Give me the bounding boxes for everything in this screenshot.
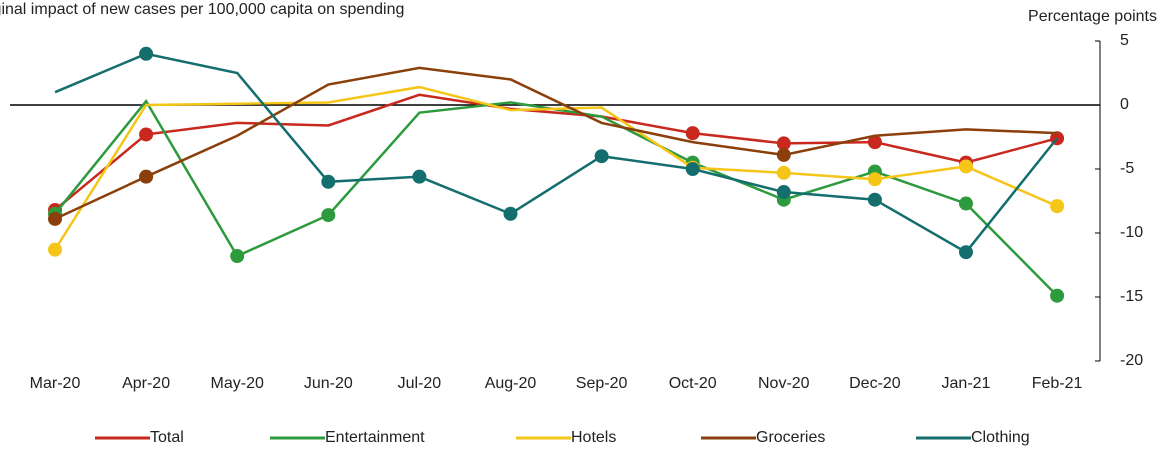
- x-tick-label: Jul-20: [398, 375, 442, 392]
- y-tick-label: -15: [1120, 288, 1143, 305]
- x-tick-label: Sep-20: [576, 375, 628, 392]
- legend-label: Clothing: [971, 429, 1030, 446]
- point: [867, 172, 882, 187]
- point: [959, 159, 973, 174]
- point: [776, 136, 791, 151]
- y-tick-label: 5: [1120, 32, 1129, 49]
- point: [959, 196, 973, 211]
- point: [139, 46, 154, 61]
- point: [776, 165, 791, 180]
- point: [503, 206, 518, 221]
- x-tick-label: May-20: [211, 375, 264, 392]
- x-tick-label: Apr-20: [122, 375, 170, 392]
- chart-title: Marginal impact of new cases per 100,000…: [0, 1, 404, 18]
- series-line: [53, 85, 1058, 251]
- x-tick-label: Oct-20: [669, 375, 717, 392]
- x-tick-label: Dec-20: [849, 375, 901, 392]
- x-tick-label: Jun-20: [304, 375, 353, 392]
- y-tick-label: 0: [1120, 96, 1129, 113]
- point: [776, 147, 791, 162]
- point: [867, 135, 882, 150]
- legend-label: Total: [150, 429, 184, 446]
- point: [1050, 199, 1065, 214]
- point: [867, 192, 882, 207]
- legend-label: Groceries: [756, 429, 825, 446]
- series-line: [54, 66, 1058, 221]
- point: [321, 174, 336, 189]
- x-tick-label: Mar-20: [30, 375, 81, 392]
- point: [139, 127, 154, 142]
- y-axis-label: Percentage points: [1028, 8, 1157, 25]
- point: [48, 242, 62, 257]
- x-tick-label: Feb-21: [1032, 375, 1083, 392]
- point: [776, 185, 791, 200]
- x-tick-label: Nov-20: [758, 375, 810, 392]
- point: [685, 162, 700, 176]
- y-tick-label: -10: [1120, 224, 1143, 241]
- point: [412, 169, 427, 184]
- series-line: [54, 98, 1058, 297]
- point: [594, 149, 609, 164]
- legend-label: Entertainment: [325, 429, 425, 446]
- point: [321, 208, 336, 223]
- x-tick-label: Jan-21: [942, 375, 991, 392]
- y-tick-label: -20: [1120, 352, 1143, 369]
- x-tick-label: Aug-20: [485, 375, 537, 392]
- point: [139, 169, 154, 184]
- legend-label: Hotels: [571, 429, 616, 446]
- point: [685, 126, 700, 141]
- point: [48, 211, 62, 226]
- point: [959, 245, 973, 260]
- point: [1050, 288, 1065, 303]
- series-line: [54, 93, 1058, 211]
- series-line: [54, 52, 1059, 254]
- point: [230, 249, 245, 264]
- y-tick-label: -5: [1120, 160, 1134, 177]
